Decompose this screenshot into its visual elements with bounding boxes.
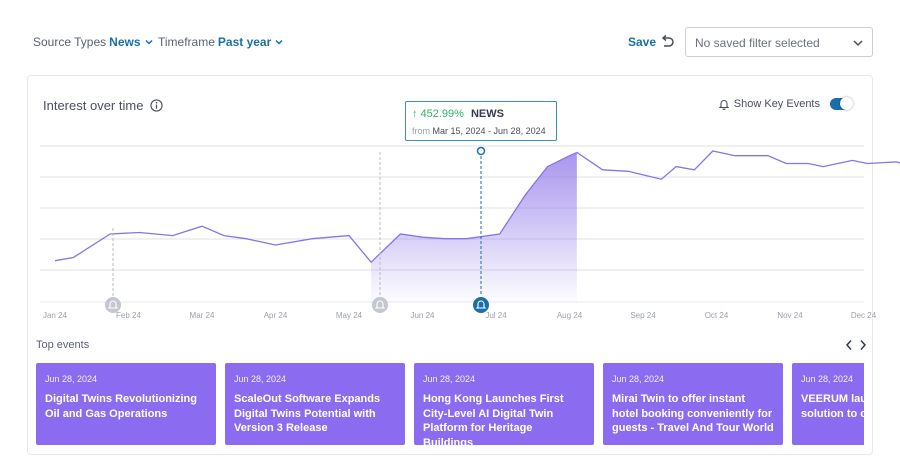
x-tick-label: Oct 24	[705, 311, 729, 320]
source-types-label: Source Types	[33, 35, 107, 49]
highlight-point	[476, 146, 486, 156]
bell-icon	[475, 300, 487, 309]
chart-tooltip: ↑ 452.99% NEWS from Mar 15, 2024 - Jun 2…	[405, 101, 557, 141]
event-date: Jun 28, 2024	[801, 374, 854, 384]
x-tick-label: Jul 24	[485, 311, 507, 320]
event-card[interactable]: Jun 28, 2024 Hong Kong Launches First Ci…	[414, 363, 594, 445]
x-tick-label: Feb 24	[116, 311, 141, 320]
x-tick-label: Nov 24	[777, 311, 803, 320]
top-events-list: Jun 28, 2024 Digital Twins Revolutionizi…	[36, 363, 864, 445]
tooltip-change: 452.99%	[420, 108, 464, 120]
card-title-text: Interest over time	[43, 98, 144, 113]
undo-icon[interactable]	[659, 34, 675, 50]
key-events-control: Show Key Events	[718, 97, 853, 110]
save-button[interactable]: Save	[628, 35, 657, 49]
x-tick-label: Apr 24	[264, 311, 288, 320]
chevron-left-icon[interactable]	[845, 339, 853, 351]
highlight-area	[371, 152, 577, 302]
event-title: Hong Kong Launches First City-Level AI D…	[423, 393, 564, 445]
card-title: Interest over time	[43, 98, 164, 113]
x-tick-label: Jan 24	[43, 311, 68, 320]
arrow-up-icon: ↑	[412, 108, 418, 120]
tooltip-range: Mar 15, 2024 - Jun 28, 2024	[432, 126, 546, 136]
info-icon[interactable]	[150, 99, 164, 112]
x-tick-label: Mar 24	[190, 311, 215, 320]
x-tick-label: Jun 24	[410, 311, 435, 320]
event-date: Jun 28, 2024	[234, 374, 287, 384]
event-date: Jun 28, 2024	[45, 374, 98, 384]
top-events-nav	[845, 339, 867, 351]
event-date: Jun 28, 2024	[423, 374, 476, 384]
timeframe-filter[interactable]: Timeframe Past year	[158, 35, 284, 49]
bell-icon	[374, 300, 386, 309]
x-tick-label: Dec 24	[851, 311, 877, 320]
saved-filter-select[interactable]: No saved filter selected	[685, 27, 873, 57]
timeframe-value: Past year	[217, 35, 272, 49]
chevron-down-icon	[144, 39, 153, 45]
event-date: Jun 28, 2024	[612, 374, 665, 384]
event-card[interactable]: Jun 28, 2024 VEERUM lau shutdown ar solu…	[792, 363, 864, 445]
chevron-right-icon[interactable]	[859, 339, 867, 351]
tooltip-source: NEWS	[470, 108, 504, 120]
key-events-toggle[interactable]	[830, 97, 853, 110]
event-title: VEERUM lau shutdown ar solution to o	[801, 393, 864, 420]
event-title: ScaleOut Software Expands Digital Twins …	[234, 393, 381, 434]
event-title: Digital Twins Revolutionizing Oil and Ga…	[45, 393, 197, 420]
source-types-value: News	[109, 35, 141, 49]
key-events-label: Show Key Events	[733, 98, 820, 110]
saved-filter-placeholder: No saved filter selected	[695, 36, 820, 50]
key-event-marker[interactable]	[105, 297, 121, 313]
tooltip-from-label: from	[412, 126, 430, 136]
bell-icon	[107, 300, 119, 309]
key-event-marker[interactable]	[372, 297, 388, 313]
bell-icon	[718, 100, 730, 110]
series-line	[54, 150, 900, 264]
filter-bar: Source Types News Timeframe Past year Sa…	[0, 0, 900, 75]
chevron-down-icon	[275, 39, 283, 45]
chevron-down-icon	[853, 40, 863, 47]
x-tick-label: May 24	[336, 311, 363, 320]
event-card[interactable]: Jun 28, 2024 Mirai Twin to offer instant…	[603, 363, 783, 445]
x-tick-label: Aug 24	[557, 311, 583, 320]
key-event-marker[interactable]	[473, 297, 489, 313]
event-card[interactable]: Jun 28, 2024 Digital Twins Revolutionizi…	[36, 363, 216, 445]
x-tick-label: Sep 24	[630, 311, 656, 320]
source-types-filter[interactable]: Source Types News	[33, 35, 154, 49]
timeframe-label: Timeframe	[158, 35, 215, 49]
top-events-title: Top events	[36, 339, 90, 351]
event-card[interactable]: Jun 28, 2024 ScaleOut Software Expands D…	[225, 363, 405, 445]
event-title: Mirai Twin to offer instant hotel bookin…	[612, 393, 774, 434]
